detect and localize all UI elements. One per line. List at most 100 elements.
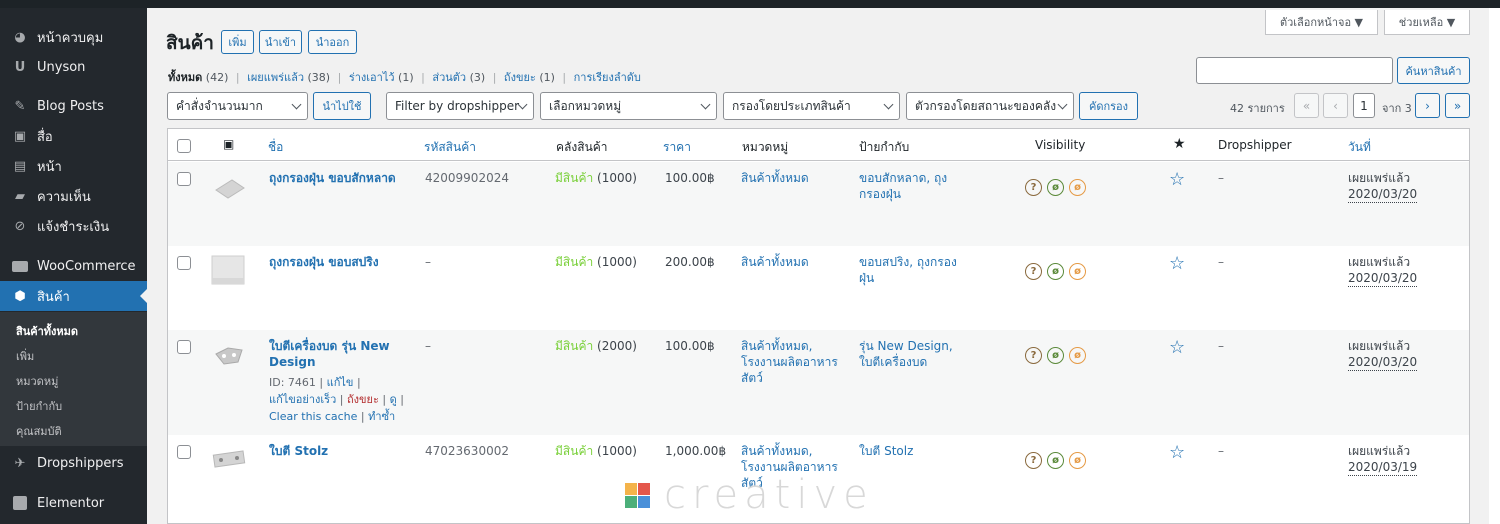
submenu-attributes[interactable]: คุณสมบัติ <box>16 425 62 438</box>
status-link-private[interactable]: ส่วนตัว <box>432 71 467 84</box>
sidebar-item-pages[interactable]: ▤ หน้า <box>0 151 147 181</box>
visible-icon[interactable]: ø <box>1047 452 1064 469</box>
edit-link[interactable]: แก้ไข <box>326 376 354 389</box>
hidden-icon[interactable]: ø <box>1069 179 1086 196</box>
category-links[interactable]: สินค้าทั้งหมด, โรงงานผลิตอาหาร สัตว์ <box>741 443 838 491</box>
hidden-icon[interactable]: ø <box>1069 347 1086 364</box>
sidebar-item-blog-posts[interactable]: ✎ Blog Posts <box>0 91 147 121</box>
product-thumbnail[interactable] <box>214 176 246 200</box>
sidebar-item-payment-notify[interactable]: ⊘ แจ้งชำระเงิน <box>0 211 147 241</box>
tag-links[interactable]: ขอบสปริง, ถุงกรอง ฝุ่น <box>859 254 957 286</box>
import-button[interactable]: นำเข้า <box>259 30 302 54</box>
status-link-all[interactable]: ทั้งหมด <box>168 71 203 84</box>
dropshipper-filter-select[interactable]: Filter by dropshipper <box>386 92 534 120</box>
product-name-link[interactable]: ถุงกรองฝุ่น ขอบสักหลาด <box>269 171 396 185</box>
submenu-categories[interactable]: หมวดหมู่ <box>16 375 59 388</box>
apply-bulk-button[interactable]: นำไปใช้ <box>313 92 371 120</box>
next-page-button[interactable]: › <box>1415 93 1440 118</box>
screen-options-button[interactable]: ตัวเลือกหน้าจอ ▼ <box>1265 10 1378 35</box>
column-name[interactable]: ชื่อ <box>268 140 284 154</box>
column-sku[interactable]: รหัสสินค้า <box>424 140 476 154</box>
tag-link[interactable]: ใบตี Stolz <box>859 444 914 458</box>
question-icon[interactable]: ? <box>1025 347 1042 364</box>
product-type-filter-select[interactable]: กรองโดยประเภทสินค้า <box>723 92 900 120</box>
row-checkbox[interactable] <box>177 256 191 270</box>
featured-star-icon[interactable]: ☆ <box>1169 442 1186 463</box>
prev-page-button: ‹ <box>1323 93 1348 118</box>
sidebar-item-media[interactable]: ▣ สื่อ <box>0 121 147 151</box>
product-thumbnail[interactable] <box>214 344 244 366</box>
sidebar-item-comments[interactable]: ▰ ความเห็น <box>0 181 147 211</box>
status-link-draft[interactable]: ร่างเอาไว้ <box>348 71 395 84</box>
chevron-down-icon <box>700 99 711 110</box>
featured-star-icon[interactable]: ☆ <box>1169 169 1186 190</box>
product-search-input[interactable] <box>1196 57 1393 84</box>
add-product-button[interactable]: เพิ่ม <box>221 30 254 54</box>
category-link[interactable]: สินค้าทั้งหมด <box>741 171 809 185</box>
status-link-published[interactable]: เผยแพร่แล้ว <box>247 71 305 84</box>
product-thumbnail[interactable] <box>210 254 246 288</box>
visible-icon[interactable]: ø <box>1047 179 1064 196</box>
category-link[interactable]: สินค้าทั้งหมด <box>741 255 809 269</box>
last-page-button[interactable]: » <box>1445 93 1470 118</box>
hidden-icon[interactable]: ø <box>1069 452 1086 469</box>
visible-icon[interactable]: ø <box>1047 263 1064 280</box>
unyson-icon: U <box>14 59 26 75</box>
status-link-trash[interactable]: ถังขยะ <box>503 71 536 84</box>
sidebar-item-dropshippers[interactable]: ✈ Dropshippers <box>0 448 147 478</box>
sidebar-item-products[interactable]: ⬢ สินค้า <box>0 281 147 311</box>
hidden-icon[interactable]: ø <box>1069 263 1086 280</box>
stock-status-filter-select[interactable]: ตัวกรองโดยสถานะของคลัง <box>906 92 1074 120</box>
search-products-button[interactable]: ค้นหาสินค้า <box>1397 57 1470 84</box>
help-button[interactable]: ช่วยเหลือ ▼ <box>1384 10 1470 35</box>
product-name-link[interactable]: ใบตี Stolz <box>269 444 329 458</box>
row-checkbox[interactable] <box>177 340 191 354</box>
question-icon[interactable]: ? <box>1025 179 1042 196</box>
question-icon[interactable]: ? <box>1025 452 1042 469</box>
submenu-add[interactable]: เพิ่ม <box>16 350 35 363</box>
submenu-tags[interactable]: ป้ายกำกับ <box>16 400 63 413</box>
bulk-action-select[interactable]: คำสั่งจำนวนมาก <box>167 92 308 120</box>
column-price[interactable]: ราคา <box>663 140 691 154</box>
date-cell: เผยแพร่แล้ว 2020/03/20 <box>1348 254 1418 287</box>
star-icon[interactable]: ★ <box>1173 136 1186 152</box>
status-link-sorting[interactable]: การเรียงลำดับ <box>573 71 641 84</box>
product-thumbnail[interactable] <box>212 447 246 471</box>
column-stock: คลังสินค้า <box>556 140 608 154</box>
quick-edit-link[interactable]: แก้ไขอย่างเร็ว <box>269 393 337 406</box>
sidebar-item-label: แจ้งชำระเงิน <box>37 219 110 235</box>
current-page-input[interactable]: 1 <box>1353 93 1375 118</box>
tag-links[interactable]: ขอบสักหลาด, ถุง กรองฝุ่น <box>859 170 947 202</box>
stock-status: มีสินค้า <box>555 444 594 458</box>
sidebar-item-elementor[interactable]: Elementor <box>0 488 147 518</box>
trash-link[interactable]: ถังขยะ <box>346 393 379 406</box>
duplicate-link[interactable]: ทำซ้ำ <box>368 410 396 423</box>
product-price: 100.00฿ <box>665 171 715 185</box>
row-checkbox[interactable] <box>177 172 191 186</box>
product-name-link[interactable]: ใบตีเครื่องบด รุ่น New Design <box>269 338 390 370</box>
filter-button[interactable]: คัดกรอง <box>1079 92 1138 120</box>
featured-star-icon[interactable]: ☆ <box>1169 337 1186 358</box>
product-name-link[interactable]: ถุงกรองฝุ่น ขอบสปริง <box>269 255 379 269</box>
stock-cell: มีสินค้า (1000) <box>555 443 637 459</box>
visibility-icons: ? ø ø <box>1025 263 1086 280</box>
date-value: 2020/03/19 <box>1348 460 1418 476</box>
sidebar-item-woocommerce[interactable]: WooCommerce <box>0 251 147 281</box>
creative-logo-icon <box>625 482 650 508</box>
question-icon[interactable]: ? <box>1025 263 1042 280</box>
sidebar-item-unyson[interactable]: U Unyson <box>0 52 147 82</box>
clear-cache-link[interactable]: Clear this cache <box>269 410 358 423</box>
tag-links[interactable]: รุ่น New Design, ใบตีเครื่องบด <box>859 338 953 370</box>
sidebar-item-dashboard[interactable]: ◕ หน้าควบคุม <box>0 22 147 52</box>
view-link[interactable]: ดู <box>389 393 397 406</box>
featured-star-icon[interactable]: ☆ <box>1169 253 1186 274</box>
export-button[interactable]: นำออก <box>308 30 357 54</box>
category-links[interactable]: สินค้าทั้งหมด, โรงงานผลิตอาหาร สัตว์ <box>741 338 838 386</box>
column-date[interactable]: วันที่ <box>1348 140 1371 154</box>
visible-icon[interactable]: ø <box>1047 347 1064 364</box>
select-all-checkbox[interactable] <box>177 139 191 153</box>
row-checkbox[interactable] <box>177 445 191 459</box>
category-filter-select[interactable]: เลือกหมวดหมู่ <box>540 92 717 120</box>
submenu-all-products[interactable]: สินค้าทั้งหมด <box>16 325 79 338</box>
tag-text: กรองฝุ่น <box>859 187 902 201</box>
